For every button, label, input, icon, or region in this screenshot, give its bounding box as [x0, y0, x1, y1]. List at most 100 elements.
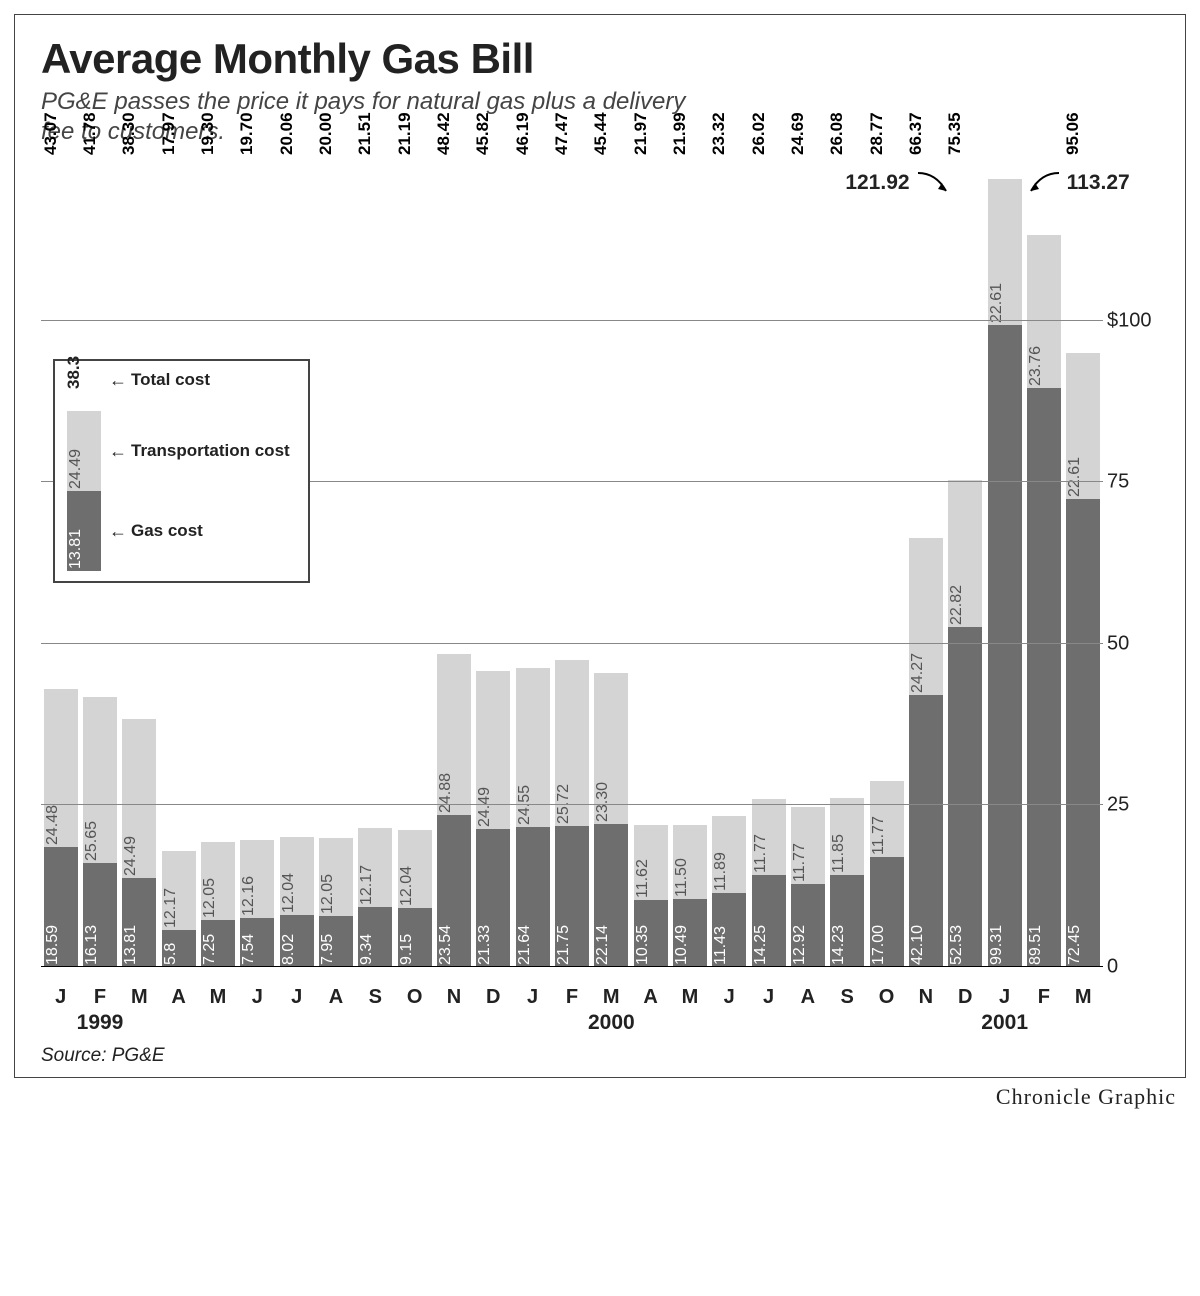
stacked-bar: 42.1024.2766.37 [909, 159, 943, 967]
stacked-bar: 7.9512.0520.00 [319, 159, 353, 967]
transport-segment: 22.61 [988, 179, 1022, 325]
gas-segment: 18.59 [44, 847, 78, 967]
total-value: 66.37 [906, 112, 926, 159]
stacked-bar: 23.5424.8848.42 [437, 159, 471, 967]
transport-segment: 12.17 [358, 828, 392, 907]
month-label: M [120, 978, 159, 1009]
month-label: N [906, 978, 945, 1009]
transport-value: 12.05 [320, 874, 336, 914]
month-label: M [1064, 978, 1103, 1009]
gas-segment: 23.54 [437, 815, 471, 967]
bar-column: 72.4522.6195.06 [1064, 159, 1103, 967]
legend-transport-label: Transportation cost [131, 442, 290, 460]
transport-segment: 12.05 [319, 838, 353, 916]
month-label: A [788, 978, 827, 1009]
gas-value: 14.25 [753, 925, 769, 965]
transport-value: 24.48 [45, 805, 61, 845]
transport-segment: 22.82 [948, 480, 982, 628]
gas-value: 9.34 [359, 934, 375, 965]
month-label: J [41, 978, 80, 1009]
stacked-bar: 9.3412.1721.51 [358, 159, 392, 967]
gas-value: 42.10 [910, 925, 926, 965]
gas-segment: 99.31 [988, 325, 1022, 967]
legend-transport-value: 24.49 [68, 449, 84, 489]
transport-value: 22.61 [989, 283, 1005, 323]
gas-value: 7.25 [202, 934, 218, 965]
stacked-bar: 14.2311.8526.08 [830, 159, 864, 967]
month-label: S [356, 978, 395, 1009]
month-label: J [238, 978, 277, 1009]
transport-value: 24.88 [438, 773, 454, 813]
year-label: 2000 [588, 1011, 635, 1035]
legend-total-value: 38.3 [64, 356, 84, 393]
total-value: 41.78 [80, 112, 100, 159]
transport-segment: 11.62 [634, 825, 668, 900]
total-value: 19.30 [198, 112, 218, 159]
month-label: J [277, 978, 316, 1009]
month-label: J [985, 978, 1024, 1009]
transport-segment: 12.04 [280, 837, 314, 915]
month-label: F [1024, 978, 1063, 1009]
credit-label: Chronicle Graphic [14, 1078, 1186, 1110]
transport-segment: 24.55 [516, 668, 550, 827]
stacked-bar: 99.31 22.61 [988, 159, 1022, 967]
bar-column: 21.6424.5546.19 [513, 159, 552, 967]
legend-total-label: Total cost [131, 371, 210, 389]
bar-column: 99.31 22.61 [985, 159, 1024, 967]
total-value: 17.97 [159, 112, 179, 159]
chart-subtitle: PG&E passes the price it pays for natura… [41, 87, 721, 147]
transport-value: 22.82 [949, 585, 965, 625]
stacked-bar: 72.4522.6195.06 [1066, 159, 1100, 967]
total-value: 46.19 [513, 112, 533, 159]
legend-sample-bar: 13.81 24.49 [67, 411, 101, 571]
transport-value: 23.76 [1028, 346, 1044, 386]
gridline [41, 643, 1103, 644]
year-label: 2001 [981, 1011, 1028, 1035]
month-label: A [316, 978, 355, 1009]
total-value: 21.99 [670, 112, 690, 159]
transport-segment: 24.49 [122, 719, 156, 877]
month-label: D [946, 978, 985, 1009]
gas-value: 5.8 [163, 943, 179, 965]
bar-column: 52.5322.8275.35 [946, 159, 985, 967]
gas-segment: 22.14 [594, 824, 628, 967]
gas-value: 99.31 [989, 925, 1005, 965]
transport-segment: 12.17 [162, 851, 196, 930]
transport-segment: 11.77 [870, 781, 904, 857]
legend-gas-label: Gas cost [131, 522, 203, 540]
month-label: O [395, 978, 434, 1009]
x-axis: JFMAMJJASONDJFMAMJJASONDJFM [41, 978, 1103, 1009]
gas-segment: 7.95 [319, 916, 353, 967]
month-label: A [159, 978, 198, 1009]
gas-value: 8.02 [281, 934, 297, 965]
transport-segment: 23.30 [594, 673, 628, 824]
y-axis-label: $100 [1107, 309, 1159, 332]
gas-value: 72.45 [1067, 925, 1083, 965]
transport-segment: 24.27 [909, 538, 943, 695]
transport-segment: 11.85 [830, 798, 864, 875]
transport-value: 24.27 [910, 653, 926, 693]
stacked-bar: 9.1512.0421.19 [398, 159, 432, 967]
month-label: F [80, 978, 119, 1009]
stacked-bar: 21.3324.4945.82 [476, 159, 510, 967]
transport-value: 25.65 [84, 821, 100, 861]
callout: 121.92 [845, 169, 949, 197]
bar-column: 11.4311.8923.32 [710, 159, 749, 967]
gas-value: 17.00 [871, 925, 887, 965]
transport-segment: 11.89 [712, 816, 746, 893]
chart-card: Average Monthly Gas Bill PG&E passes the… [14, 14, 1186, 1078]
bar-column: 14.2511.7726.02 [749, 159, 788, 967]
gas-value: 21.33 [477, 925, 493, 965]
gas-value: 14.23 [831, 925, 847, 965]
transport-segment: 12.16 [240, 840, 274, 919]
month-label: S [828, 978, 867, 1009]
gas-segment: 7.54 [240, 918, 274, 967]
transport-value: 12.17 [359, 865, 375, 905]
gridline [41, 966, 1103, 967]
gas-segment: 21.75 [555, 826, 589, 967]
transport-value: 11.62 [635, 859, 651, 898]
month-label: J [710, 978, 749, 1009]
transport-value: 12.05 [202, 878, 218, 918]
total-value: 75.35 [945, 112, 965, 159]
total-value: 24.69 [788, 112, 808, 159]
